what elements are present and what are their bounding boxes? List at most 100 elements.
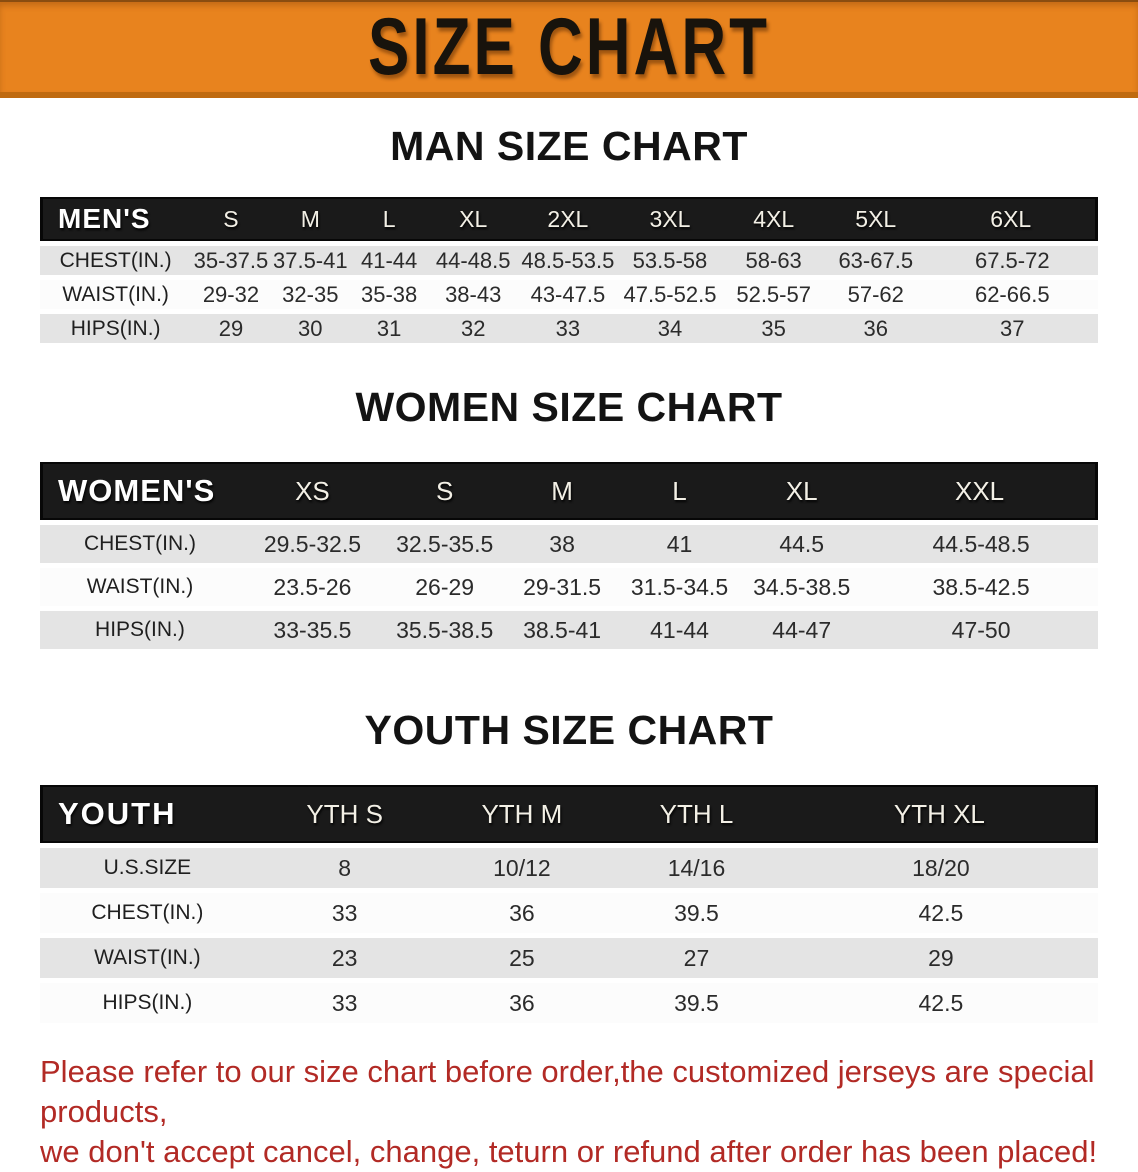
disclaimer-line-1: Please refer to our size chart before or… <box>40 1054 1095 1129</box>
size-cell: 27 <box>609 938 784 978</box>
row-label: CHEST(IN.) <box>40 893 255 933</box>
size-cell: 32 <box>428 314 519 343</box>
size-cell: 39.5 <box>609 983 784 1023</box>
size-cell: 41-44 <box>349 246 429 275</box>
table-row: CHEST(IN.) 29.5-32.5 32.5-35.5 38 41 44.5 44.5… <box>40 525 1098 563</box>
size-cell: 30 <box>270 314 350 343</box>
column-header: M <box>270 197 350 241</box>
table-row: HIPS(IN.) 29 30 31 32 33 34 35 36 37 <box>40 314 1098 343</box>
size-cell: 52.5-57 <box>722 280 825 309</box>
column-header: YTH L <box>609 785 784 843</box>
size-cell: 38.5-42.5 <box>864 568 1098 606</box>
size-cell: 42.5 <box>783 983 1098 1023</box>
size-cell: 36 <box>824 314 927 343</box>
column-header: 3XL <box>617 197 723 241</box>
column-header: XL <box>739 462 865 520</box>
size-cell: 37 <box>926 314 1098 343</box>
size-cell: 41-44 <box>619 611 740 649</box>
size-cell: 32-35 <box>270 280 350 309</box>
disclaimer-text: Please refer to our size chart before or… <box>40 1052 1118 1172</box>
size-cell: 44.5-48.5 <box>864 525 1098 563</box>
size-cell: 33 <box>518 314 618 343</box>
table-row: CHEST(IN.) 33 36 39.5 42.5 <box>40 893 1098 933</box>
banner-title: SIZE CHART <box>368 2 770 92</box>
women-corner-label: WOMEN'S <box>40 462 240 520</box>
size-cell: 25 <box>434 938 610 978</box>
size-cell: 8 <box>254 848 435 888</box>
size-cell: 10/12 <box>434 848 610 888</box>
column-header: XS <box>239 462 385 520</box>
men-size-table: MEN'S S M L XL 2XL 3XL 4XL 5XL 6XL CHEST(IN.) 35-37… <box>40 192 1098 348</box>
size-cell: 35.5-38.5 <box>384 611 505 649</box>
column-header: 5XL <box>824 197 927 241</box>
column-header: S <box>384 462 505 520</box>
size-cell: 29 <box>191 314 271 343</box>
column-header: YTH M <box>434 785 610 843</box>
size-cell: 58-63 <box>722 246 825 275</box>
row-label: WAIST(IN.) <box>40 938 255 978</box>
column-header: S <box>191 197 271 241</box>
row-label: HIPS(IN.) <box>40 314 192 343</box>
women-header-row: WOMEN'S XS S M L XL XXL <box>40 462 1098 520</box>
youth-header-row: YOUTH YTH S YTH M YTH L YTH XL <box>40 785 1098 843</box>
size-cell: 47.5-52.5 <box>617 280 723 309</box>
size-cell: 26-29 <box>384 568 505 606</box>
size-cell: 29-32 <box>191 280 271 309</box>
row-label: HIPS(IN.) <box>40 611 240 649</box>
size-cell: 39.5 <box>609 893 784 933</box>
men-header-row: MEN'S S M L XL 2XL 3XL 4XL 5XL 6XL <box>40 197 1098 241</box>
table-row: HIPS(IN.) 33 36 39.5 42.5 <box>40 983 1098 1023</box>
table-row: WAIST(IN.) 29-32 32-35 35-38 38-43 43-47.5 47.… <box>40 280 1098 309</box>
size-cell: 34.5-38.5 <box>739 568 865 606</box>
size-cell: 44.5 <box>739 525 865 563</box>
size-cell: 33 <box>254 893 435 933</box>
youth-size-section: YOUTH SIZE CHART YOUTH YTH S YTH M YTH L YTH… <box>0 654 1138 1028</box>
size-cell: 48.5-53.5 <box>518 246 618 275</box>
women-section-heading: WOMEN SIZE CHART <box>355 384 783 430</box>
size-cell: 38-43 <box>428 280 519 309</box>
row-label: WAIST(IN.) <box>40 568 240 606</box>
size-cell: 43-47.5 <box>518 280 618 309</box>
size-cell: 29-31.5 <box>504 568 620 606</box>
size-cell: 33-35.5 <box>239 611 385 649</box>
men-corner-label: MEN'S <box>40 197 192 241</box>
size-cell: 44-47 <box>739 611 865 649</box>
youth-size-table: YOUTH YTH S YTH M YTH L YTH XL U.S.SIZE 8 10/12… <box>40 780 1098 1028</box>
size-cell: 35-38 <box>349 280 429 309</box>
size-cell: 14/16 <box>609 848 784 888</box>
size-cell: 36 <box>434 893 610 933</box>
row-label: U.S.SIZE <box>40 848 255 888</box>
table-row: WAIST(IN.) 23 25 27 29 <box>40 938 1098 978</box>
women-size-table: WOMEN'S XS S M L XL XXL CHEST(IN.) 29.5-32.5 32.5… <box>40 457 1098 654</box>
men-size-section: MAN SIZE CHART MEN'S S M L XL 2XL 3XL 4XL 5XL 6XL… <box>0 98 1138 348</box>
size-cell: 33 <box>254 983 435 1023</box>
row-label: CHEST(IN.) <box>40 525 240 563</box>
column-header: YTH S <box>254 785 435 843</box>
size-chart-banner: SIZE CHART <box>0 0 1138 98</box>
size-cell: 23.5-26 <box>239 568 385 606</box>
size-cell: 41 <box>619 525 740 563</box>
table-row: U.S.SIZE 8 10/12 14/16 18/20 <box>40 848 1098 888</box>
men-section-heading: MAN SIZE CHART <box>390 123 748 169</box>
size-cell: 31.5-34.5 <box>619 568 740 606</box>
row-label: HIPS(IN.) <box>40 983 255 1023</box>
column-header: M <box>504 462 620 520</box>
size-cell: 36 <box>434 983 610 1023</box>
disclaimer-line-2: we don't accept cancel, change, teturn o… <box>40 1134 1098 1169</box>
youth-corner-label: YOUTH <box>40 785 255 843</box>
size-cell: 35 <box>722 314 825 343</box>
size-cell: 29.5-32.5 <box>239 525 385 563</box>
size-cell: 23 <box>254 938 435 978</box>
column-header: XXL <box>864 462 1098 520</box>
table-row: WAIST(IN.) 23.5-26 26-29 29-31.5 31.5-34.5 34… <box>40 568 1098 606</box>
size-cell: 67.5-72 <box>926 246 1098 275</box>
size-cell: 31 <box>349 314 429 343</box>
size-cell: 62-66.5 <box>926 280 1098 309</box>
column-header: L <box>619 462 740 520</box>
size-cell: 38.5-41 <box>504 611 620 649</box>
column-header: XL <box>428 197 519 241</box>
size-cell: 57-62 <box>824 280 927 309</box>
column-header: 6XL <box>926 197 1098 241</box>
size-cell: 37.5-41 <box>270 246 350 275</box>
size-cell: 63-67.5 <box>824 246 927 275</box>
